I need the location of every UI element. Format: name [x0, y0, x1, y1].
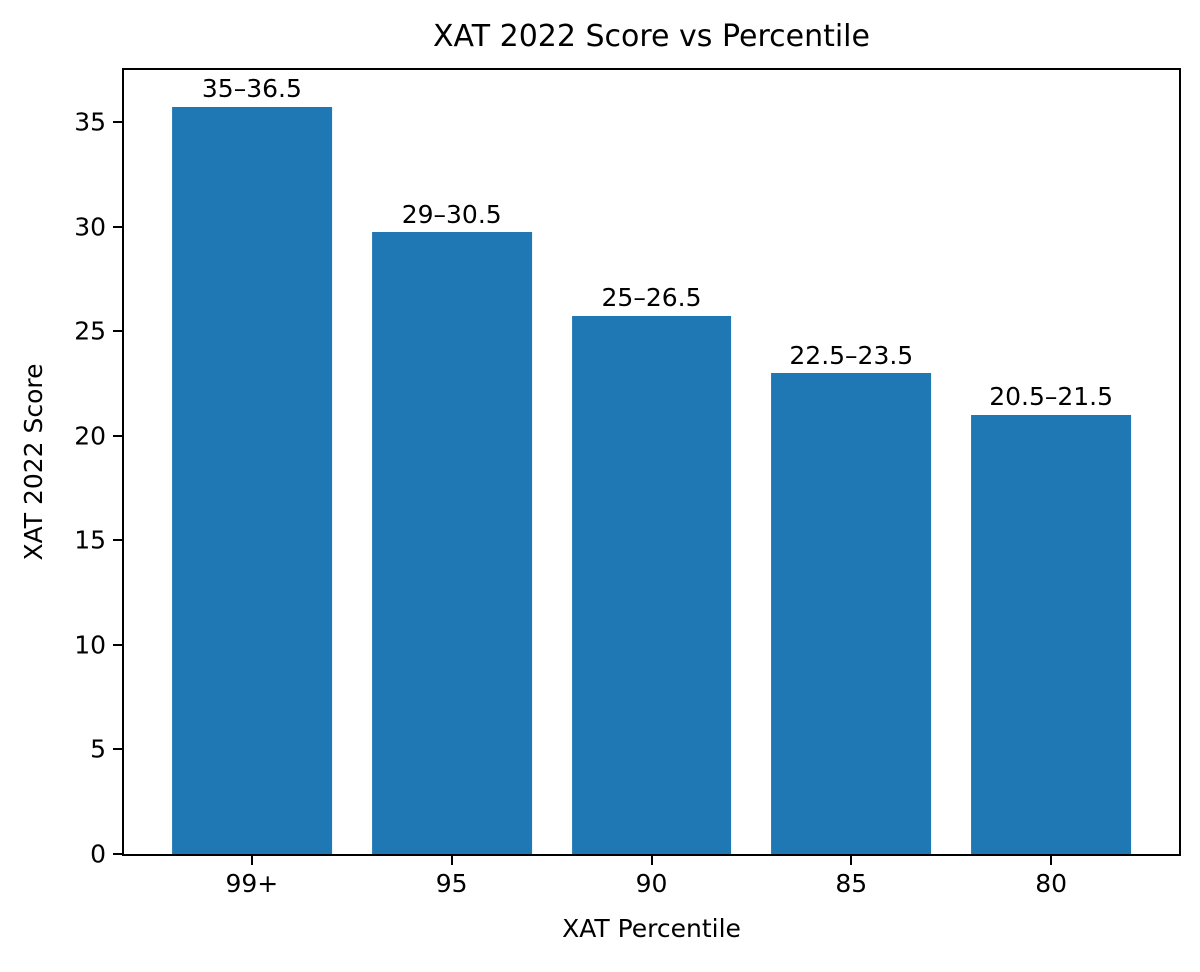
bar: 20.5–21.5 — [971, 383, 1132, 854]
y-tick-label: 25 — [74, 316, 106, 346]
y-tick-label: 20 — [74, 421, 106, 451]
x-tick-label: 80 — [1035, 869, 1068, 898]
y-tick-mark — [113, 121, 122, 124]
y-tick-mark — [113, 748, 122, 751]
y-tick-mark — [113, 330, 122, 333]
y-tick-mark — [113, 643, 122, 646]
x-tick-mark — [850, 856, 853, 865]
x-tick-mark — [650, 856, 653, 865]
bar-value-label: 35–36.5 — [201, 74, 302, 104]
y-tick-label: 30 — [74, 212, 106, 242]
y-tick-label: 35 — [74, 107, 106, 137]
bar-value-label: 25–26.5 — [601, 283, 702, 313]
x-tick-mark — [1050, 856, 1053, 865]
x-axis-label: XAT Percentile — [562, 914, 741, 943]
y-tick-mark — [113, 225, 122, 228]
plot-area: 0 5 10 15 20 25 30 35 35–36.5 99+ 29–30.5 95 25–26.5… — [74, 68, 1181, 897]
y-tick-mark — [113, 539, 122, 542]
x-tick-label: 95 — [435, 869, 468, 898]
chart-title: XAT 2022 Score vs Percentile — [433, 19, 870, 54]
y-tick-label: 5 — [90, 734, 106, 764]
y-tick-label: 10 — [74, 630, 106, 660]
y-tick-label: 15 — [74, 525, 106, 555]
y-tick-mark — [113, 853, 122, 855]
y-tick-mark — [113, 434, 122, 437]
bar: 29–30.5 — [371, 201, 532, 854]
bar: 25–26.5 — [571, 284, 732, 854]
bar: 35–36.5 — [171, 75, 332, 854]
y-tick-label: 0 — [90, 839, 106, 869]
bar-value-label: 29–30.5 — [401, 199, 502, 229]
bar-value-label: 20.5–21.5 — [989, 382, 1114, 412]
x-tick-mark — [450, 856, 453, 865]
x-tick-label: 90 — [635, 869, 668, 898]
bar: 22.5–23.5 — [771, 342, 932, 854]
bar-value-label: 22.5–23.5 — [789, 340, 914, 370]
x-tick-label: 85 — [835, 869, 868, 898]
x-tick-label: 99+ — [225, 869, 279, 898]
x-tick-mark — [250, 856, 253, 865]
y-axis-label: XAT 2022 Score — [19, 363, 48, 561]
